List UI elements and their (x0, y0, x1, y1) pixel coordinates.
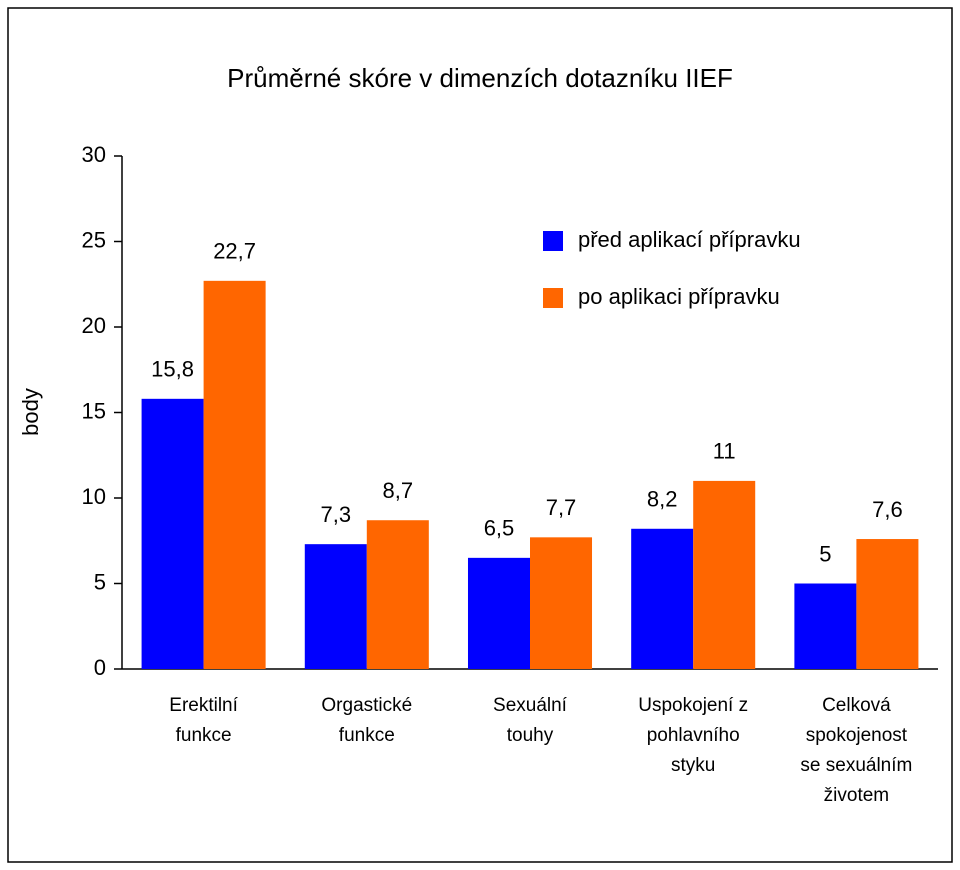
bar (304, 544, 367, 669)
y-tick-label: 20 (82, 313, 106, 338)
bar (856, 539, 919, 669)
x-tick-label: Celková spokojenost se sexuálním životem (800, 695, 913, 806)
bar (366, 520, 429, 669)
legend-label: před aplikací přípravku (578, 227, 801, 252)
bar (693, 480, 756, 669)
y-axis-label: body (18, 388, 43, 436)
bar (530, 537, 593, 669)
data-label: 7,3 (320, 502, 351, 527)
legend-label: po aplikaci přípravku (578, 284, 780, 309)
y-tick-label: 5 (94, 569, 106, 594)
y-tick-label: 30 (82, 142, 106, 167)
data-label: 6,5 (484, 516, 515, 541)
y-tick-label: 15 (82, 398, 106, 423)
y-tick-label: 10 (82, 484, 106, 509)
data-label: 8,7 (383, 478, 414, 503)
bar (467, 557, 530, 669)
legend-swatch (543, 288, 563, 308)
x-tick-label: Orgastické funkce (321, 695, 413, 746)
data-label: 11 (713, 439, 736, 464)
bar (141, 398, 204, 669)
data-label: 15,8 (151, 357, 194, 382)
chart-title: Průměrné skóre v dimenzích dotazníku IIE… (227, 63, 733, 93)
bar (794, 583, 857, 669)
bar (203, 280, 266, 669)
x-tick-label: Erektilní funkce (169, 695, 238, 746)
data-label: 5 (819, 541, 831, 566)
data-label: 8,2 (647, 487, 678, 512)
x-tick-label: Uspokojení z pohlavního styku (638, 695, 749, 776)
legend-swatch (543, 231, 563, 251)
x-tick-label: Sexuální touhy (493, 695, 567, 746)
data-label: 22,7 (213, 239, 256, 264)
y-tick-label: 0 (94, 655, 106, 680)
data-label: 7,6 (872, 497, 903, 522)
bar (631, 528, 694, 669)
y-tick-label: 25 (82, 227, 106, 252)
data-label: 7,7 (546, 495, 577, 520)
